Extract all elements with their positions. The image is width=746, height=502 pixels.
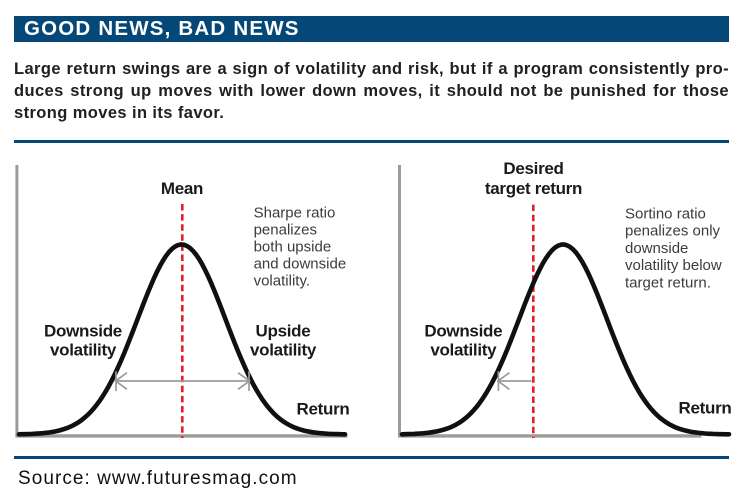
svg-text:Return: Return [679,399,732,418]
svg-text:Mean: Mean [161,179,203,198]
svg-text:Upside: Upside [256,322,311,341]
svg-text:target return.: target return. [625,274,711,291]
svg-text:downside: downside [625,240,688,257]
svg-text:volatility: volatility [50,341,117,360]
svg-text:penalizes only: penalizes only [625,223,721,240]
svg-text:penalizes: penalizes [254,221,317,238]
svg-text:volatility below: volatility below [625,257,722,274]
svg-text:Downside: Downside [424,322,502,341]
svg-text:volatility.: volatility. [254,272,310,289]
svg-text:target return: target return [485,179,582,198]
svg-text:and downside: and downside [254,255,347,272]
svg-text:volatility: volatility [430,341,497,360]
svg-text:Sharpe ratio: Sharpe ratio [254,204,336,221]
svg-text:Downside: Downside [44,322,122,341]
svg-text:Desired: Desired [503,159,563,178]
svg-text:both upside: both upside [254,238,332,255]
svg-text:Sortino ratio: Sortino ratio [625,206,706,223]
svg-text:volatility: volatility [250,341,317,360]
svg-text:Return: Return [297,400,350,419]
